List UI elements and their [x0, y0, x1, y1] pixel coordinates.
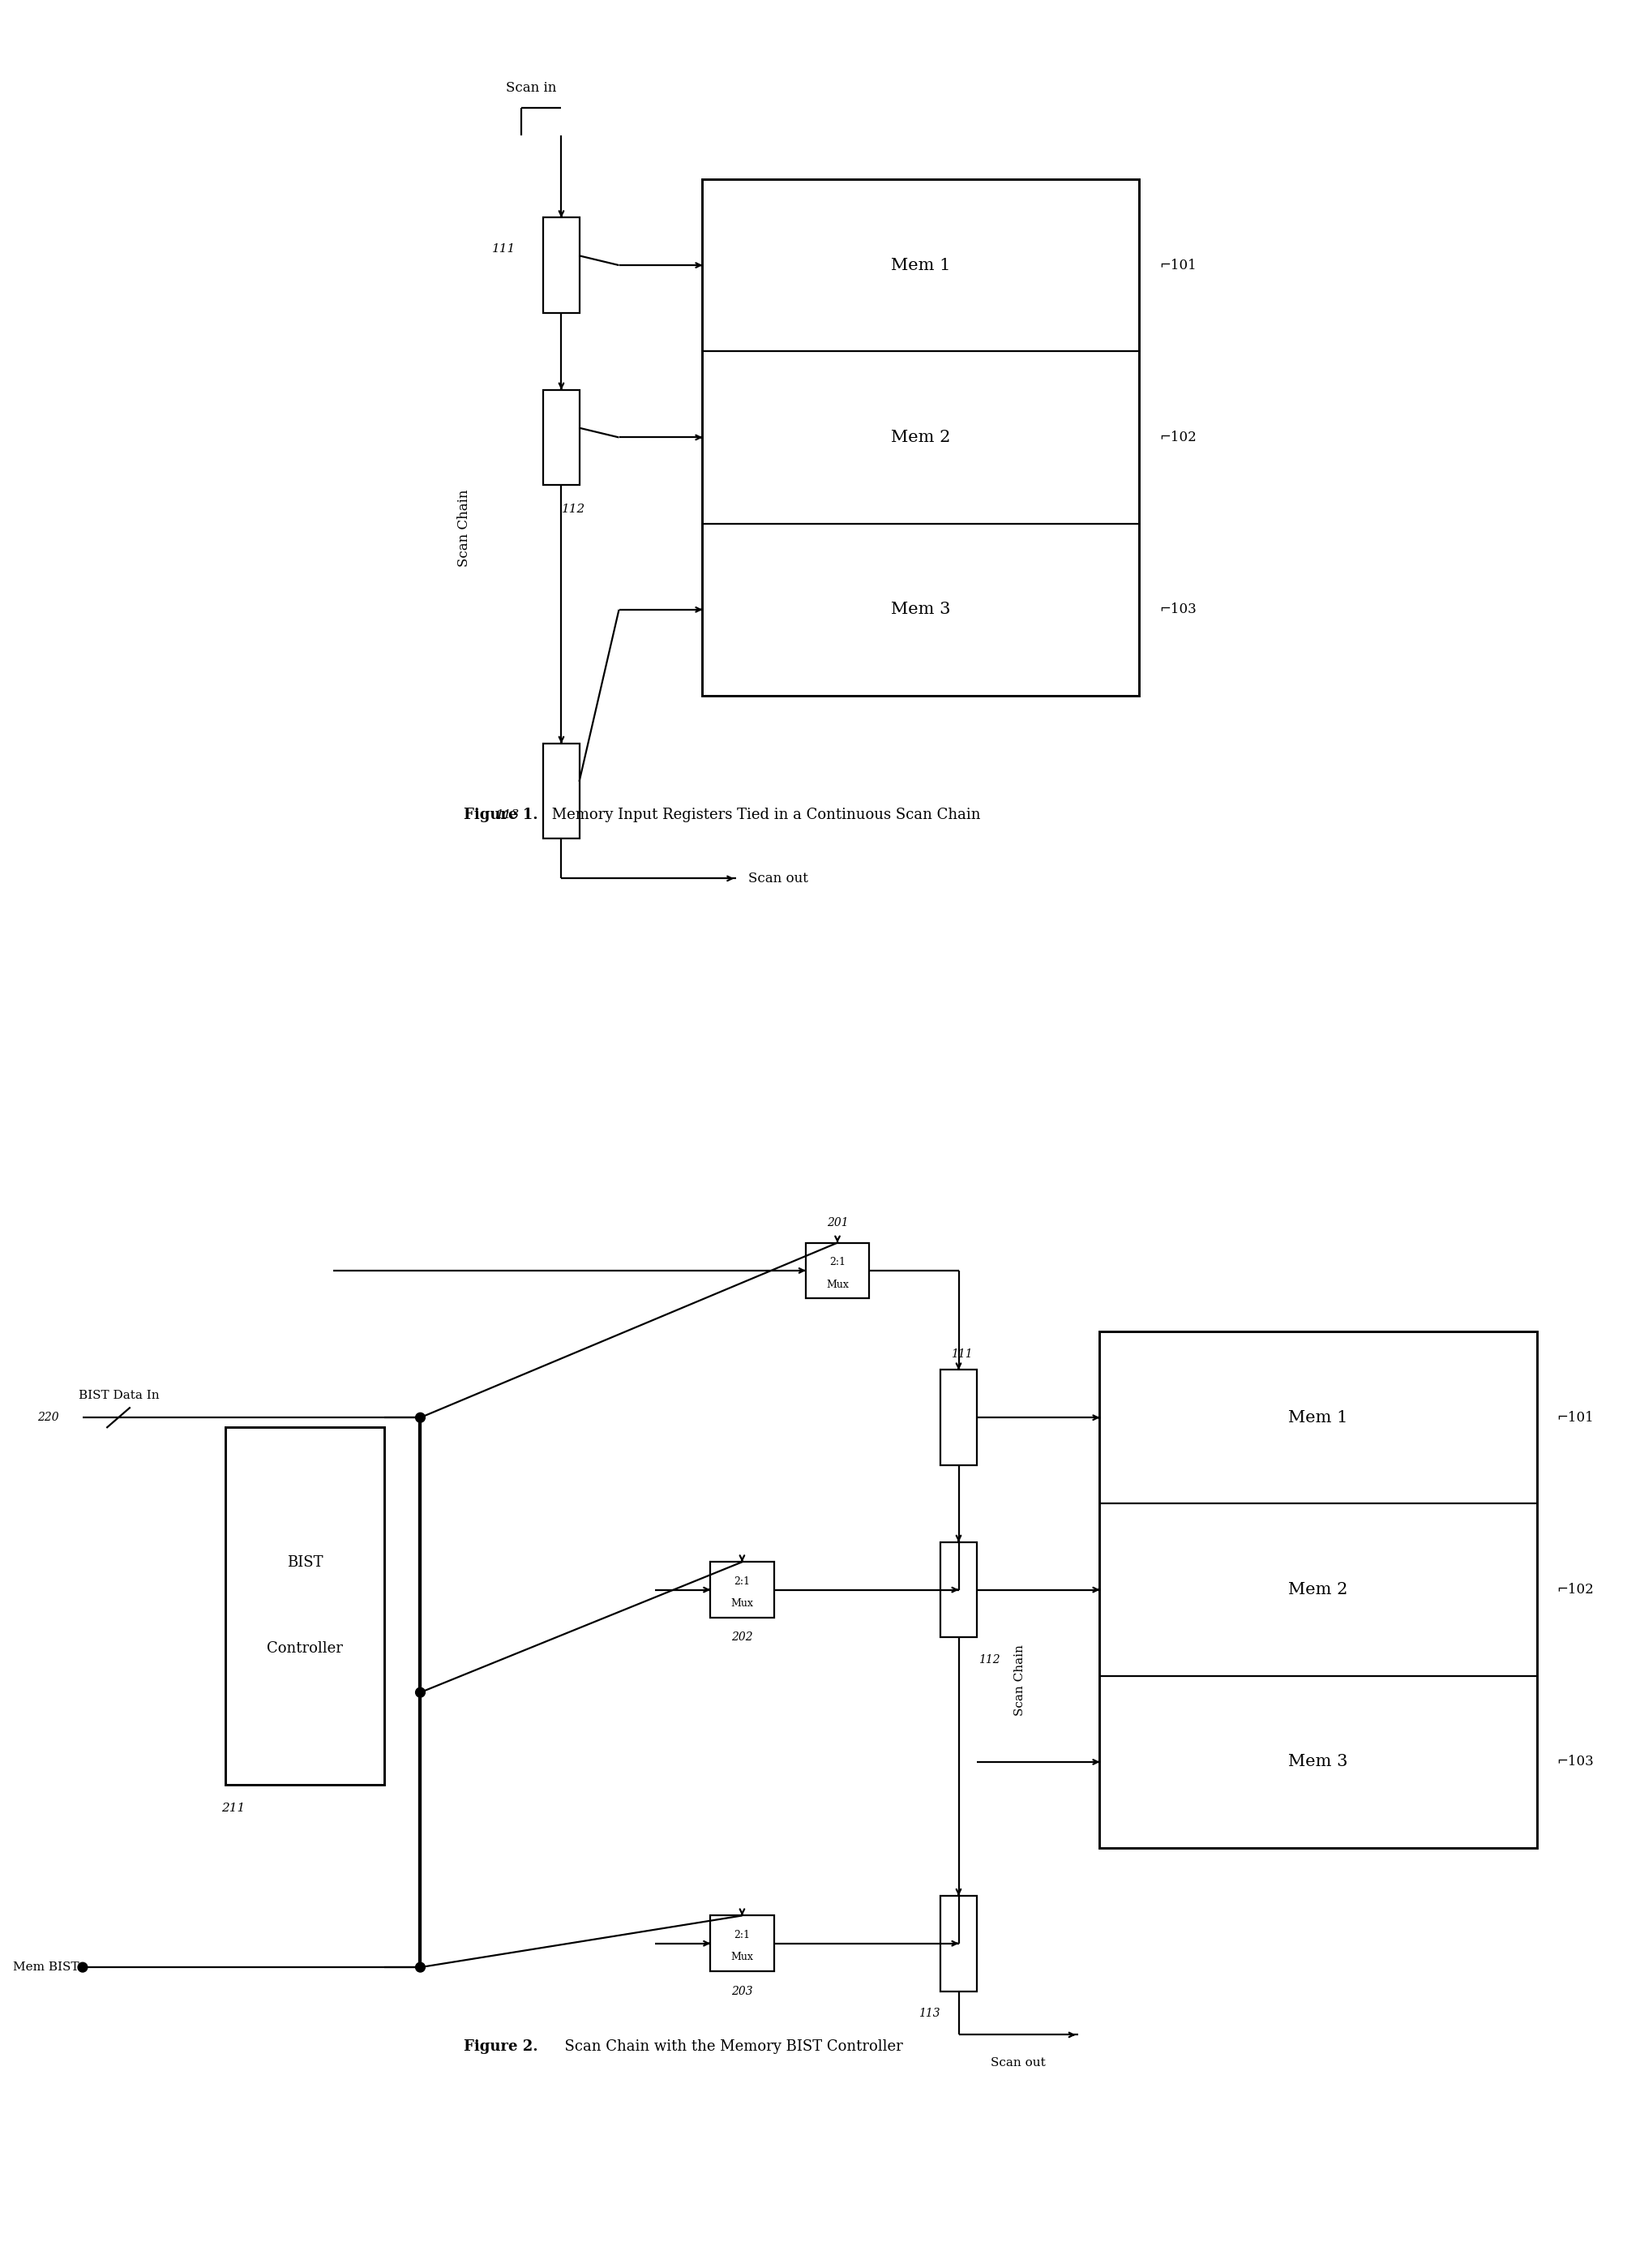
Text: BIST Data In: BIST Data In: [79, 1390, 159, 1402]
Bar: [710, 1916, 774, 1971]
Text: 2:1: 2:1: [733, 1930, 749, 1941]
Text: Mem BIST: Mem BIST: [13, 1962, 79, 1973]
Text: Mem 1: Mem 1: [891, 259, 950, 272]
Bar: [543, 218, 579, 313]
Text: ⌐102: ⌐102: [1159, 431, 1196, 445]
Text: 113: 113: [495, 810, 520, 821]
Text: ⌐103: ⌐103: [1556, 1755, 1592, 1769]
Bar: [702, 179, 1138, 696]
Text: 112: 112: [977, 1653, 1000, 1665]
Text: Mux: Mux: [730, 1599, 753, 1608]
Text: Controller: Controller: [267, 1642, 343, 1656]
Circle shape: [415, 1413, 425, 1422]
Text: Scan out: Scan out: [991, 2057, 1045, 2068]
Text: Scan in: Scan in: [505, 82, 556, 95]
Text: Mem 2: Mem 2: [1287, 1583, 1346, 1597]
Text: ⌐101: ⌐101: [1159, 259, 1196, 272]
Text: 201: 201: [827, 1218, 848, 1229]
Text: Memory Input Registers Tied in a Continuous Scan Chain: Memory Input Registers Tied in a Continu…: [548, 807, 981, 823]
Text: 2:1: 2:1: [733, 1576, 749, 1588]
Text: Mem 3: Mem 3: [1287, 1753, 1348, 1769]
Bar: [940, 1370, 976, 1465]
Bar: [805, 1243, 869, 1297]
Text: ⌐102: ⌐102: [1556, 1583, 1592, 1597]
Text: Figure 1.: Figure 1.: [464, 807, 538, 823]
Text: 202: 202: [731, 1631, 753, 1642]
Text: ⌐103: ⌐103: [1159, 603, 1196, 617]
Bar: [543, 390, 579, 485]
Text: Mux: Mux: [827, 1279, 848, 1290]
Text: Mem 2: Mem 2: [891, 429, 950, 445]
Circle shape: [415, 1687, 425, 1696]
Bar: [710, 1563, 774, 1617]
Text: Scan Chain with the Memory BIST Controller: Scan Chain with the Memory BIST Controll…: [554, 2039, 902, 2055]
Bar: [543, 744, 579, 839]
Text: 112: 112: [561, 503, 585, 515]
Text: 211: 211: [221, 1803, 246, 1814]
Text: BIST: BIST: [287, 1556, 323, 1569]
Text: 111: 111: [950, 1349, 973, 1361]
Circle shape: [415, 1962, 425, 1973]
Text: Mem 3: Mem 3: [891, 601, 950, 617]
Bar: [940, 1542, 976, 1637]
Text: 2:1: 2:1: [828, 1256, 845, 1268]
Text: Mux: Mux: [730, 1953, 753, 1962]
Text: Scan Chain: Scan Chain: [1014, 1644, 1025, 1717]
Bar: [226, 1427, 384, 1785]
Text: ⌐101: ⌐101: [1556, 1411, 1592, 1424]
Text: Mem 1: Mem 1: [1287, 1411, 1348, 1424]
Bar: [1099, 1331, 1537, 1848]
Text: 220: 220: [38, 1413, 59, 1424]
Text: 111: 111: [492, 243, 515, 254]
Bar: [940, 1896, 976, 1991]
Text: Scan out: Scan out: [748, 871, 807, 885]
Text: Scan Chain: Scan Chain: [458, 490, 471, 567]
Circle shape: [77, 1962, 87, 1973]
Text: 113: 113: [918, 2007, 940, 2019]
Text: Figure 2.: Figure 2.: [464, 2039, 538, 2055]
Text: 203: 203: [731, 1984, 753, 1996]
